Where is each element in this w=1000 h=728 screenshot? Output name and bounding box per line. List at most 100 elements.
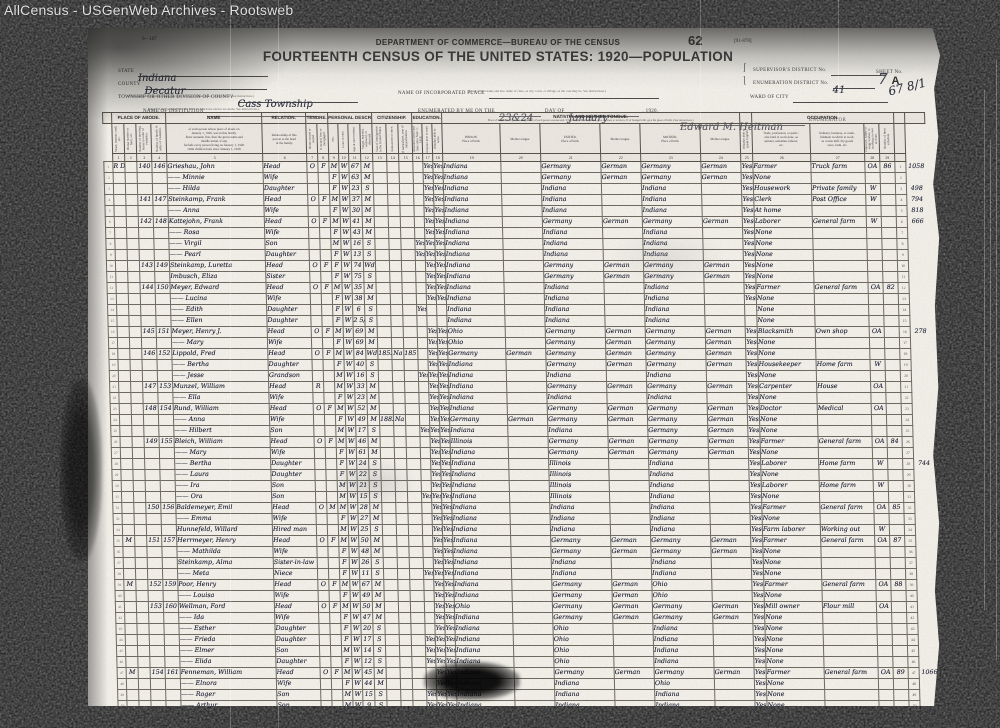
cell-marital: S: [364, 315, 378, 327]
column-number-name: 5: [166, 153, 263, 162]
cell-natyr: [405, 414, 420, 426]
cell-own: [312, 370, 324, 382]
cell-school: [418, 381, 429, 393]
ward-line: WARD OF CITY: [750, 85, 888, 103]
cell-write: Yes: [434, 227, 445, 239]
cell-occ: None: [766, 700, 826, 706]
cell-street: [116, 293, 129, 305]
cell-mt_f: German: [606, 359, 647, 371]
cell-pob_m: Indiana: [644, 293, 705, 305]
cell-age: 33: [354, 381, 367, 393]
table-row: 44 —— Frieda Daughter F W 17 S Yes Yes Yes Indiana…: [116, 634, 938, 646]
cell-school: Yes: [426, 700, 438, 706]
cell-mt_m: [712, 623, 754, 635]
cell-eng: Yes: [746, 381, 759, 393]
cell-ln_r: 21: [900, 381, 912, 393]
cell-pob_m: Indiana: [644, 315, 706, 327]
cell-mort: [330, 645, 342, 657]
cell-immig: [386, 700, 402, 706]
column-number-pob_p: 19: [442, 153, 501, 162]
cell-street: [126, 700, 140, 706]
cell-read: Yes: [422, 161, 434, 173]
cell-pob_p: Indiana: [452, 524, 511, 536]
cell-nat: [387, 205, 401, 217]
cell-race: W: [351, 656, 363, 668]
cell-ln_l: 46: [116, 656, 127, 668]
column-group-12: [904, 112, 925, 124]
cell-eng: Yes: [745, 326, 758, 338]
cell-immig: [386, 667, 401, 679]
cell-pob_f: Germany: [552, 590, 613, 602]
cell-mort: [330, 656, 343, 668]
cell-margin: 744: [917, 460, 931, 467]
cell-read: Yes: [432, 535, 443, 547]
cell-emp: [867, 249, 883, 261]
cell-margin: 278: [914, 328, 927, 335]
cell-farm: [883, 315, 900, 327]
table-row: 6 142 148 Kattejohn, Frank Head O F M W 41 M Yes Yes…: [105, 216, 927, 228]
cell-race: W: [343, 326, 354, 338]
cell-marital: M: [372, 612, 385, 624]
cell-relation: Head: [262, 161, 308, 173]
cell-pob_f: Germany: [542, 216, 603, 228]
cell-ind: [822, 623, 878, 635]
cell-ln_l: 29: [111, 469, 122, 481]
cell-name: Poor, Henry: [177, 579, 275, 591]
cell-occ: Mill owner: [764, 601, 823, 613]
cell-ln_r: 2: [895, 172, 907, 184]
cell-house: [135, 579, 149, 591]
cell-write: Yes: [442, 535, 453, 547]
cell-school: [424, 590, 435, 602]
cell-pob_m: Germany: [646, 381, 707, 393]
cell-nat: [393, 403, 406, 415]
cell-farm: [890, 568, 906, 580]
cell-mt_p: [504, 304, 545, 316]
cell-own: [311, 337, 323, 349]
cell-farm: [889, 524, 905, 536]
cell-own: [308, 238, 321, 250]
cell-mt_p: [511, 557, 552, 569]
table-row: 30 —— Ira Son M W 21 S Yes Yes Indiana Illinois Ind…: [112, 480, 934, 492]
cell-immig: [382, 546, 398, 558]
cell-dwelling: [145, 480, 161, 492]
cell-mort: [320, 271, 332, 283]
cell-school: [415, 260, 426, 272]
cell-family: 153: [157, 381, 173, 393]
cell-ln_l: 17: [108, 337, 118, 349]
cell-occ: None: [754, 238, 814, 250]
cell-race: W: [351, 645, 362, 657]
table-row: 33 —— Emma Wife F W 27 M Yes Yes Indiana Indiana In…: [113, 513, 935, 525]
cell-age: 15: [357, 491, 370, 503]
cell-ln_l: 38: [114, 568, 124, 580]
cell-mt_p: [508, 436, 549, 448]
cell-mt_p: [501, 183, 542, 195]
cell-margin: [910, 338, 930, 349]
cell-dwelling: [147, 557, 163, 569]
cell-age: 30: [349, 205, 363, 217]
cell-eng: Yes: [740, 161, 754, 173]
cell-street: [124, 590, 137, 602]
column-number-ln_r: [894, 153, 906, 162]
cell-ln_r: 40: [906, 590, 918, 602]
cell-margin: [913, 437, 933, 448]
cell-marital: M: [369, 502, 383, 514]
table-row: 16 145 151 Meyer, Henry J. Head O F M W 69 M Yes Yes…: [108, 326, 930, 338]
cell-sex: F: [336, 458, 347, 470]
cell-pob_p: Indiana: [448, 392, 508, 404]
cell-write: Yes: [438, 370, 449, 382]
cell-occ: None: [755, 271, 815, 283]
cell-school: Yes: [421, 491, 432, 503]
cell-family: [159, 447, 175, 459]
cell-margin: [908, 228, 928, 239]
cell-read: Yes: [435, 645, 446, 657]
cell-eng: Yes: [747, 414, 760, 426]
cell-name: —— Ira: [175, 480, 272, 492]
cell-house: [126, 216, 139, 228]
cell-immig: [383, 579, 399, 591]
cell-marital: M: [368, 447, 381, 459]
cell-age: 9: [362, 700, 376, 706]
fold-line: [278, 0, 279, 728]
cell-mt_p: [501, 172, 542, 184]
cell-ind: [820, 546, 876, 558]
cell-eng: Yes: [743, 271, 757, 283]
